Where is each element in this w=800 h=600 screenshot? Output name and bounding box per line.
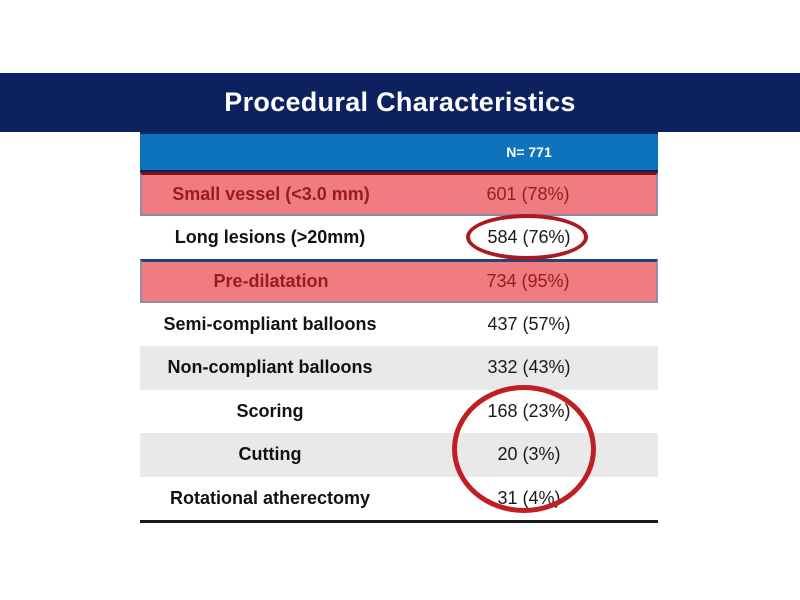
row-value: 332 (43%) [487, 357, 571, 378]
slide-title: Procedural Characteristics [224, 87, 576, 117]
table-row: Rotational atherectomy 31 (4%) [140, 476, 658, 520]
row-label: Small vessel (<3.0 mm) [172, 183, 370, 204]
row-label: Pre-dilatation [213, 270, 329, 291]
row-label: Long lesions (>20mm) [174, 226, 366, 247]
title-bar: Procedural Characteristics [0, 73, 800, 132]
header-n-cell: N= 771 [506, 144, 552, 160]
row-value: 601 (78%) [486, 183, 570, 204]
row-value: 20 (3%) [497, 444, 561, 465]
table-row: Non-compliant balloons 332 (43%) [140, 346, 658, 390]
row-value: 437 (57%) [487, 313, 571, 334]
table-bottom-border [140, 520, 658, 523]
row-value: 734 (95%) [486, 270, 570, 291]
table-row: Pre-dilatation 734 (95%) [140, 259, 658, 303]
table-row: Cutting 20 (3%) [140, 433, 658, 477]
row-value: 31 (4%) [497, 487, 561, 508]
row-label: Scoring [236, 400, 304, 421]
table-row: Semi-compliant balloons 437 (57%) [140, 302, 658, 346]
row-label: Cutting [238, 444, 302, 465]
row-value: 584 (76%) [487, 226, 571, 247]
row-label: Non-compliant balloons [167, 357, 373, 378]
row-label: Rotational atherectomy [169, 487, 371, 508]
table-header-row: N= 771 [140, 132, 658, 172]
header-empty-cell [140, 134, 400, 170]
table-row: Small vessel (<3.0 mm) 601 (78%) [140, 172, 658, 216]
procedural-table: N= 771 Small vessel (<3.0 mm) 601 (78%) … [140, 132, 658, 523]
table-row: Long lesions (>20mm) 584 (76%) [140, 215, 658, 259]
row-value: 168 (23%) [487, 400, 571, 421]
row-label: Semi-compliant balloons [163, 313, 377, 334]
table-row: Scoring 168 (23%) [140, 389, 658, 433]
